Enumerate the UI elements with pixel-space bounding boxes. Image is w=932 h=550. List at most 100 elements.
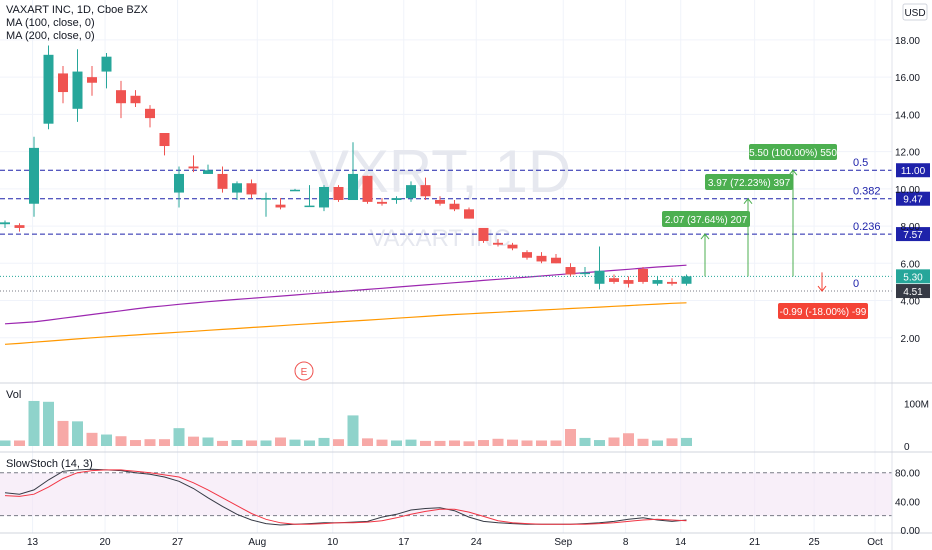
stop-label: -0.99 (-18.00%) -99 — [780, 307, 867, 318]
volume-bar — [72, 421, 83, 446]
volume-bar — [391, 440, 402, 446]
stoch-tick-label: 80.00 — [895, 469, 920, 480]
candle-body — [594, 270, 605, 284]
current-price-label: 5.30 — [903, 272, 923, 283]
candle-body — [72, 71, 83, 109]
volume-bar — [275, 437, 286, 446]
candle-body — [362, 175, 373, 202]
candle-body — [29, 147, 39, 204]
candle-body — [348, 173, 358, 201]
candle-body — [507, 244, 518, 249]
stop-label-box — [778, 303, 868, 319]
price-tick-label: 16.00 — [895, 73, 920, 84]
volume-bar — [333, 439, 344, 446]
volume-bar — [318, 437, 330, 446]
time-tick-label: 10 — [327, 537, 339, 548]
volume-bar — [608, 437, 620, 446]
volume-bar — [347, 415, 359, 446]
price-tick-label: 4.00 — [901, 297, 921, 308]
volume-bar — [188, 436, 199, 446]
candle-body — [14, 225, 25, 228]
fib-ratio-label: 0.382 — [853, 186, 881, 198]
target-label-box — [705, 174, 793, 190]
candle-body — [652, 280, 663, 284]
projection-tools: 2.07 (37.64%) 207 3.97 (72.23%) 397 5.50 (… — [662, 144, 868, 319]
fib-price-tag — [896, 227, 930, 242]
volume-bar — [492, 438, 504, 446]
candle-body — [203, 170, 213, 174]
candle-body — [522, 252, 532, 258]
volume-bar — [173, 428, 185, 446]
candle-body — [275, 204, 286, 208]
target-label-box — [749, 144, 837, 160]
watermark-name: VAXART INC — [369, 225, 510, 252]
volume-bar — [637, 438, 649, 446]
grid — [0, 0, 892, 533]
volume-bar — [231, 440, 243, 446]
candle-body — [246, 183, 257, 195]
target-label: 3.97 (72.23%) 397 — [708, 178, 791, 189]
candle-body — [43, 54, 54, 124]
time-tick-label: 25 — [809, 537, 821, 548]
volume-bar — [681, 437, 692, 446]
earnings-marker[interactable]: E — [294, 361, 314, 381]
fib-ratio-label: 0 — [853, 278, 859, 290]
earnings-icon: E — [301, 367, 308, 378]
volume-bar — [130, 440, 141, 446]
volume-bars — [0, 400, 692, 446]
volume-bar — [507, 439, 518, 446]
volume-bar — [144, 439, 156, 446]
volume-bar — [579, 437, 591, 446]
candle-body — [188, 166, 199, 169]
moving-averages — [4, 264, 687, 345]
price-tick-label: 8.00 — [901, 222, 921, 233]
price-tick-label: 12.00 — [895, 148, 920, 159]
fib-price-label: 7.57 — [903, 230, 923, 241]
candle-body — [290, 189, 300, 192]
fib-price-tag — [896, 163, 930, 178]
time-tick-label: 27 — [172, 537, 184, 548]
candle-body — [478, 227, 489, 241]
volume-bar — [536, 440, 547, 446]
time-tick-label: 20 — [99, 537, 111, 548]
volume-pane-label: Vol — [6, 389, 21, 401]
volume-bar — [43, 401, 54, 446]
volume-bar — [217, 440, 228, 446]
candle-body — [232, 183, 242, 193]
candle-body — [681, 276, 692, 284]
candle-body — [174, 173, 184, 193]
currency-button[interactable]: USD — [902, 3, 928, 21]
fib-price-tag — [896, 284, 930, 299]
volume-bar — [463, 441, 475, 446]
volume-bar — [101, 434, 112, 446]
fib-ratio-label: 0.5 — [853, 157, 868, 169]
stop-arrow-head — [817, 285, 827, 292]
candle-body — [377, 201, 387, 204]
fib-price-label: 11.00 — [901, 166, 926, 177]
time-tick-label: Oct — [867, 537, 883, 548]
price-tick-label: 14.00 — [895, 110, 920, 121]
candle-body — [406, 185, 416, 199]
time-tick-label: 17 — [398, 537, 410, 548]
time-tick-label: 13 — [27, 537, 39, 548]
volume-bar — [0, 440, 11, 446]
candle-body — [536, 255, 547, 262]
volume-bar — [594, 440, 605, 446]
candle-body — [0, 222, 10, 225]
candle-body — [159, 133, 170, 147]
candle-body — [551, 257, 561, 264]
volume-bar — [57, 420, 69, 446]
stoch-tick-label: 40.00 — [895, 497, 920, 508]
candle-body — [304, 205, 315, 208]
volume-bar — [550, 440, 562, 446]
candle-body — [87, 77, 97, 83]
time-tick-label: Sep — [554, 537, 572, 548]
candle-body — [116, 90, 126, 104]
volume-bar — [14, 440, 25, 446]
volume-bar — [478, 440, 489, 446]
volume-tick-label: 0 — [904, 442, 910, 453]
ma200-line — [4, 302, 687, 345]
candle-body — [464, 209, 474, 219]
candle-body — [449, 203, 460, 210]
